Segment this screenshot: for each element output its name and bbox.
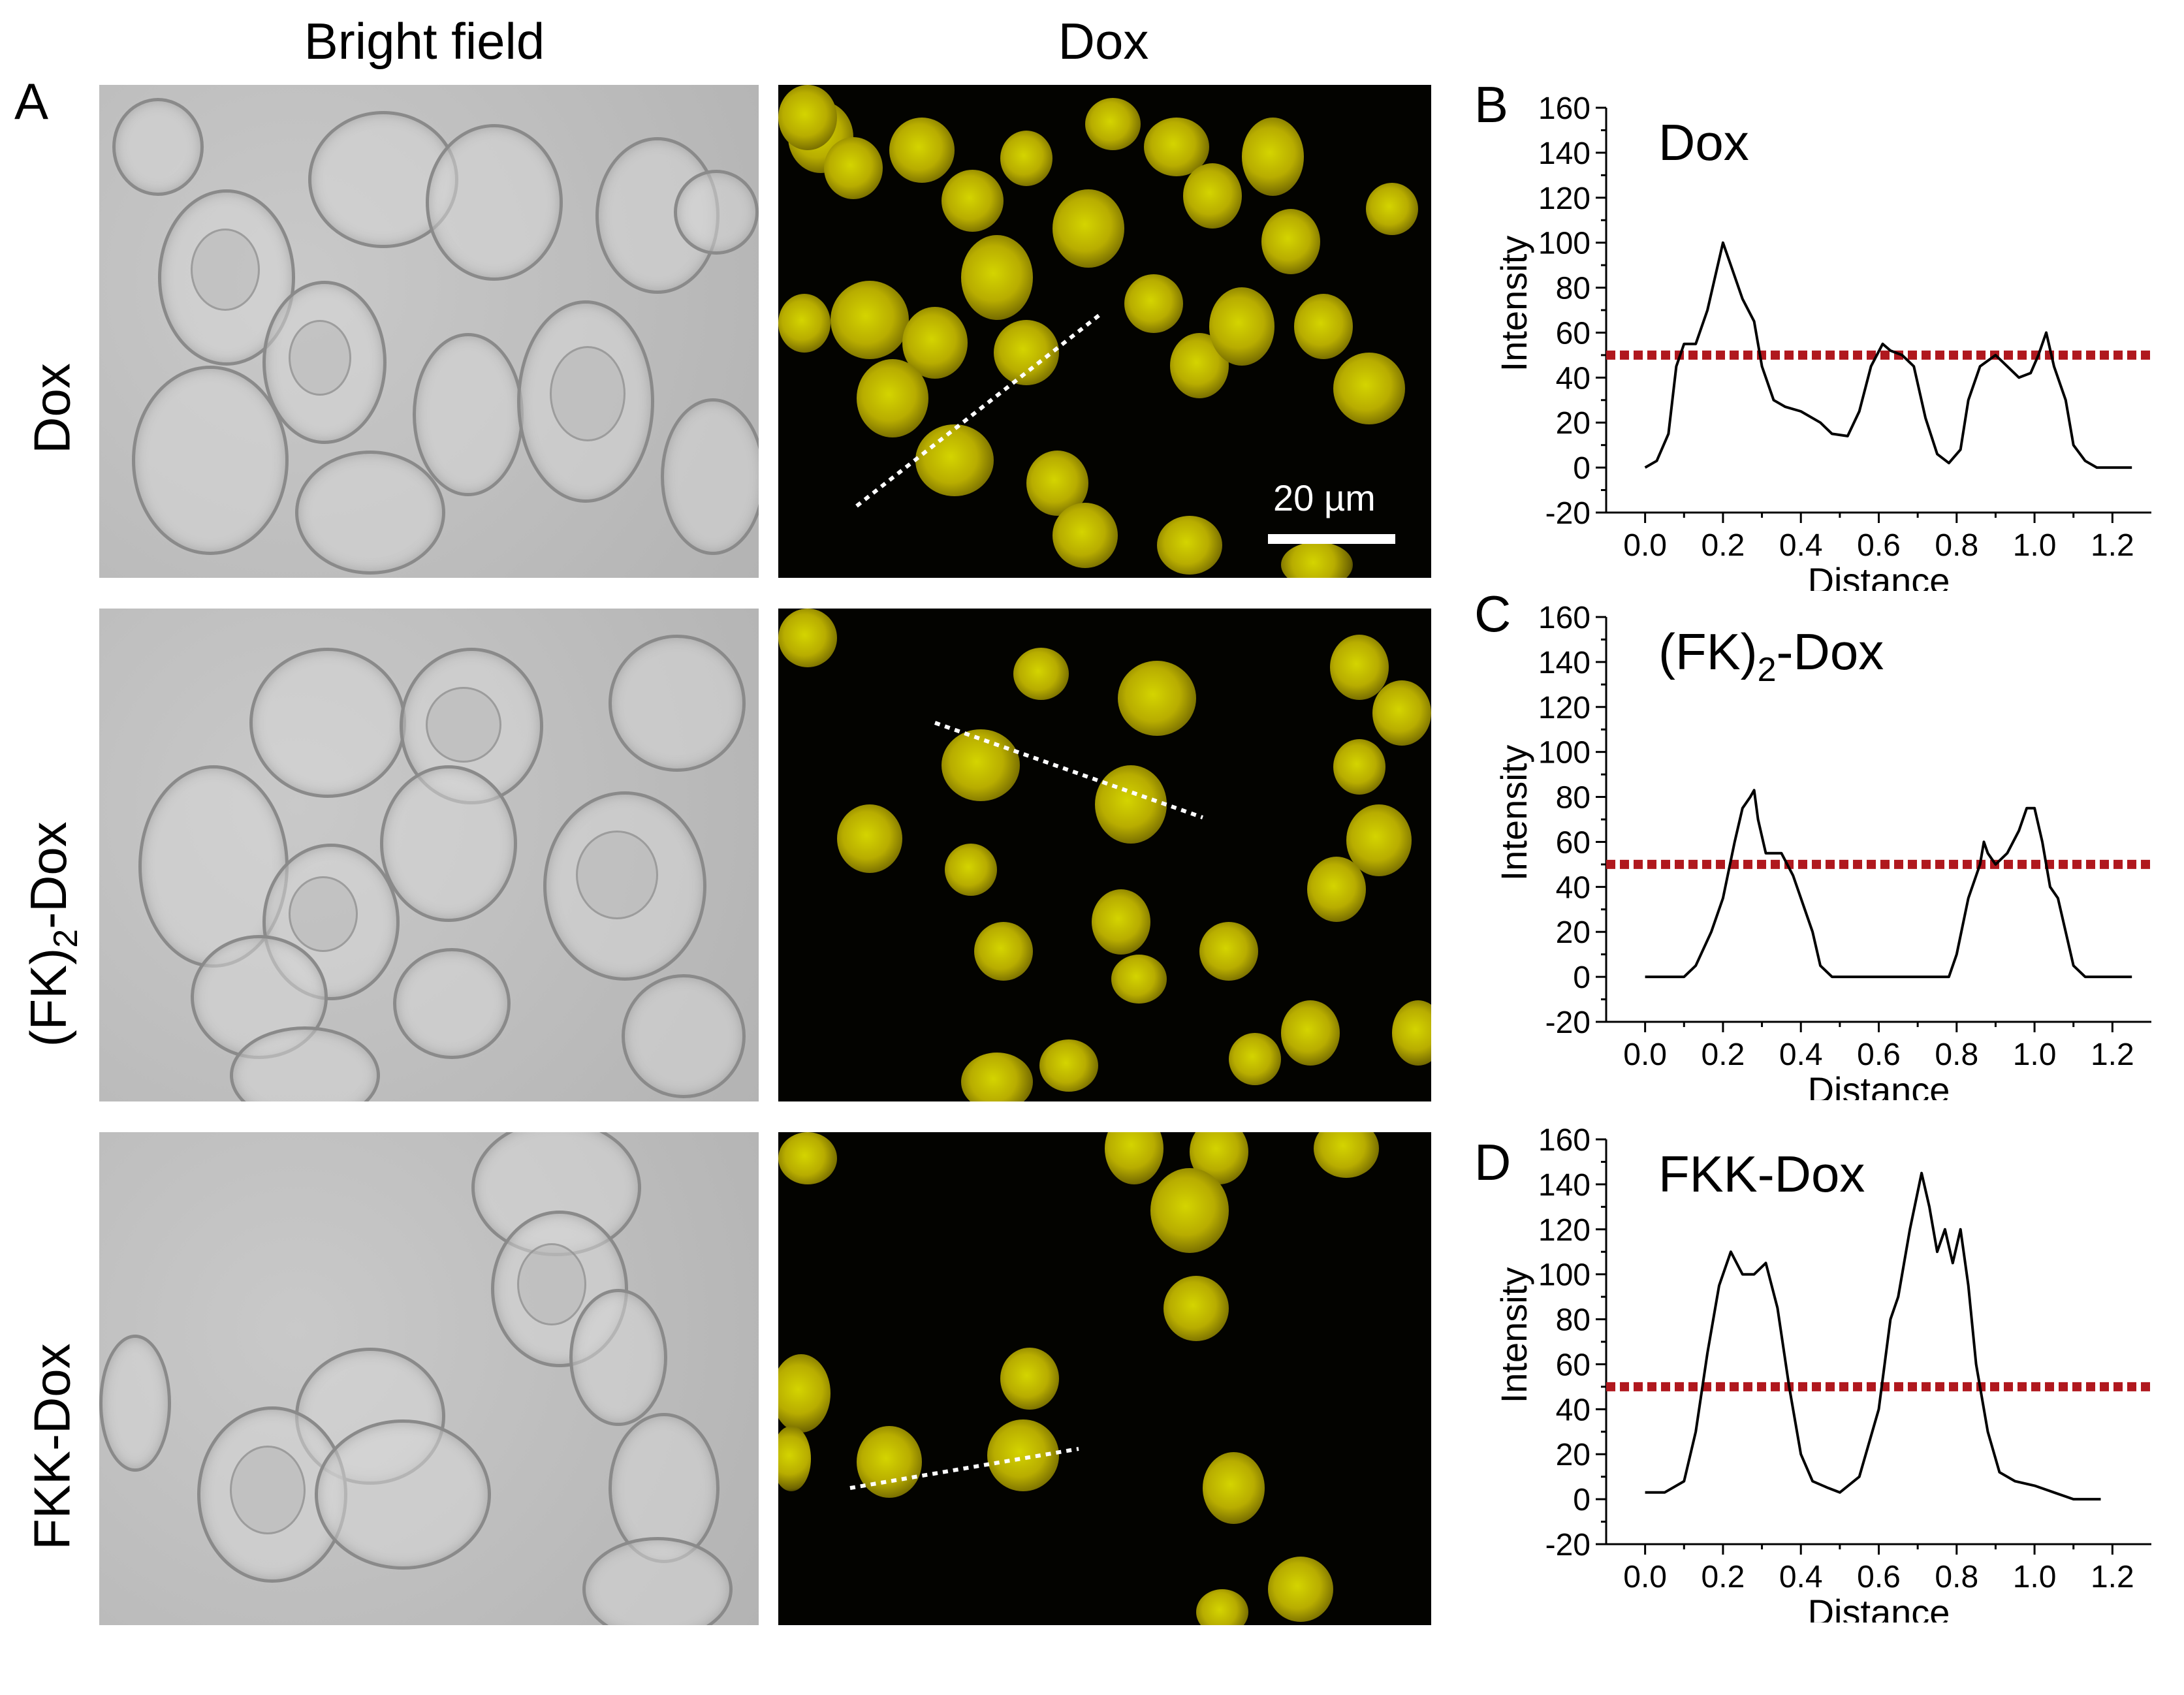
y-tick-label: 40 [1556,1393,1591,1427]
scale-bar-label: 20 µm [1273,477,1376,518]
y-tick-label: 40 [1556,870,1591,905]
x-tick-label: 0.2 [1701,1560,1745,1594]
row-label-fk2-sub: 2 [46,928,85,948]
intensity-trace [1644,241,2132,469]
y-tick-label: 20 [1556,1438,1591,1472]
y-tick-label: -20 [1545,1528,1591,1562]
y-tick-label: 60 [1556,316,1591,351]
y-tick-label: 60 [1556,825,1591,860]
y-tick-label: 80 [1556,1303,1591,1338]
y-tick-label: 160 [1538,601,1591,635]
y-tick-label: -20 [1545,1006,1591,1040]
x-tick-label: 0.0 [1623,1038,1667,1072]
x-axis-label: Distance [1808,1592,1950,1623]
x-tick-label: 0.6 [1857,1038,1901,1072]
x-tick-label: 0.2 [1701,528,1745,563]
y-tick-label: 0 [1573,960,1591,995]
fluorescence-image-fkk-dox [778,1132,1431,1625]
x-tick-label: 0.4 [1779,528,1823,563]
column-header-bright-field: Bright field [304,12,545,70]
x-tick-label: 1.0 [2013,1560,2057,1594]
x-tick-label: 0.4 [1779,1560,1823,1594]
intensity-trace [1645,789,2132,979]
brightfield-image-fk2-dox [99,609,759,1101]
y-tick-label: 80 [1556,272,1591,306]
panel-letter-d: D [1474,1133,1511,1191]
y-tick-label: 60 [1556,1348,1591,1382]
y-tick-label: 160 [1538,1123,1591,1158]
x-tick-label: 0.6 [1857,528,1901,563]
panel-letter-c: C [1474,585,1511,642]
row-label-fkk-dox: FKK-Dox [23,1343,81,1550]
line-profile-path-fk2-dox [934,721,1204,819]
column-header-dox: Dox [1058,12,1149,70]
y-tick-label: 40 [1556,361,1591,396]
row-label-fk2-dox: (FK)2-Dox [19,686,86,1182]
intensity-chart-c: -20 0 20 40 60 80 100 120 140 160 0.0 0.2 0.4 0.6 0.8 1… [1493,601,2151,1100]
y-tick-label: -20 [1545,496,1591,531]
intensity-chart-d: -20 0 20 40 60 80 100 120 140 160 0.0 0.2 0.4 0.6 0.8 1… [1493,1123,2151,1623]
y-tick-label: 100 [1538,1258,1591,1293]
x-tick-label: 0.0 [1623,528,1667,563]
chart-title: Dox [1658,114,1749,171]
x-tick-label: 1.2 [2091,1038,2134,1072]
x-tick-label: 0.8 [1935,1560,1978,1594]
x-tick-label: 0.2 [1701,1038,1745,1072]
fluorescence-image-fk2-dox [778,609,1431,1101]
fluorescence-image-dox: 20 µm [778,85,1431,578]
x-axis-label: Distance [1808,1069,1950,1100]
x-tick-label: 0.8 [1935,1038,1978,1072]
y-tick-label: 140 [1538,646,1591,680]
chart-title: FKK-Dox [1658,1145,1865,1203]
scale-bar [1268,534,1395,544]
x-tick-label: 0.0 [1623,1560,1667,1594]
intensity-trace [1645,1171,2101,1501]
y-tick-label: 140 [1538,136,1591,171]
x-tick-label: 0.8 [1935,528,1978,563]
panel-letter-b: B [1474,76,1509,133]
x-tick-label: 0.6 [1857,1560,1901,1594]
row-label-fk2-tail: -Dox [20,821,78,929]
y-tick-label: 140 [1538,1168,1591,1203]
chart-title: (FK)2-Dox [1658,623,1884,689]
x-tick-label: 0.4 [1779,1038,1823,1072]
y-axis-label: Intensity [1493,236,1534,372]
x-tick-label: 1.0 [2013,1038,2057,1072]
y-axis-label: Intensity [1493,745,1534,881]
y-tick-label: 20 [1556,406,1591,441]
y-tick-label: 120 [1538,1213,1591,1248]
brightfield-image-dox [99,85,759,578]
y-axis-label: Intensity [1493,1267,1534,1404]
row-label-dox: Dox [23,363,81,454]
y-tick-label: 120 [1538,182,1591,216]
x-tick-label: 1.2 [2091,528,2134,563]
x-tick-label: 1.0 [2013,528,2057,563]
panel-letter-a: A [14,72,49,130]
x-axis-label: Distance [1808,560,1950,591]
y-tick-label: 20 [1556,915,1591,950]
y-tick-label: 80 [1556,781,1591,816]
y-tick-label: 100 [1538,227,1591,261]
row-label-fk2-main: (FK) [20,947,78,1047]
y-tick-label: 0 [1573,1483,1591,1517]
brightfield-image-fkk-dox [99,1132,759,1625]
intensity-chart-b: -20 0 20 40 60 80 100 120 140 160 0.0 0.2 0.4 0.6 0.8 1… [1493,91,2151,591]
x-tick-label: 1.2 [2091,1560,2134,1594]
line-profile-path-fkk-dox [849,1447,1079,1490]
y-tick-label: 160 [1538,91,1591,126]
y-tick-label: 100 [1538,736,1591,770]
y-tick-label: 0 [1573,451,1591,486]
y-tick-label: 120 [1538,691,1591,725]
